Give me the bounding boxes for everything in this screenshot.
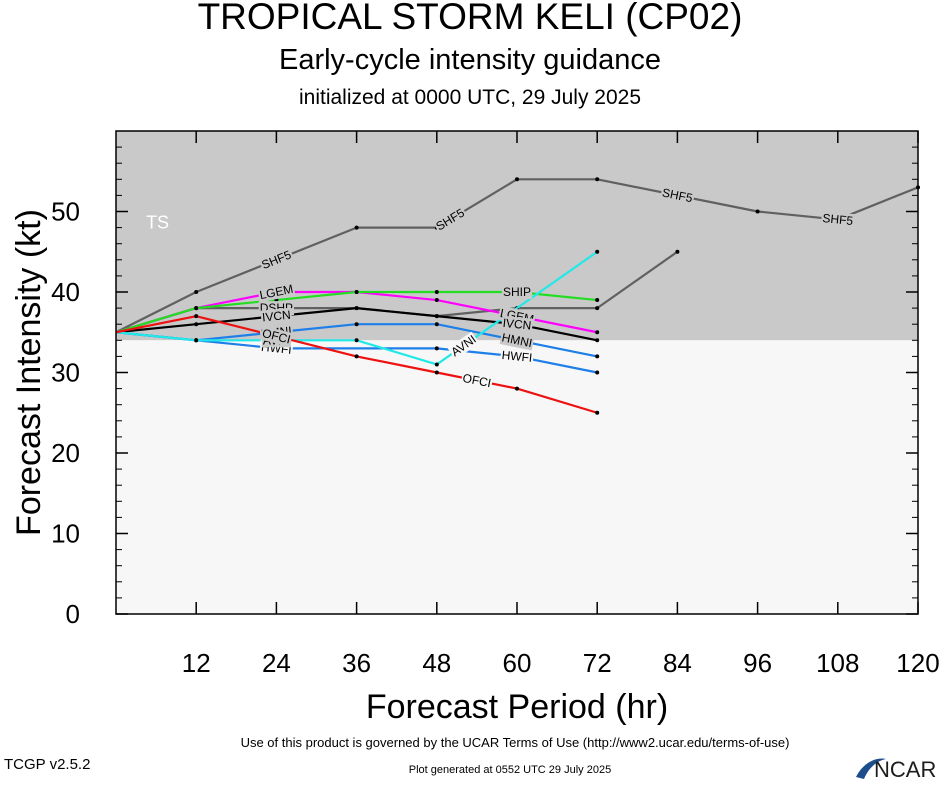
- y-axis-title: Forecast Intensity (kt): [10, 209, 48, 536]
- series-label-hmni: HMNI: [501, 330, 534, 350]
- data-point-hwfi: [595, 370, 600, 375]
- series-label-background: [500, 347, 534, 365]
- x-tick-label: 96: [743, 648, 772, 678]
- series-label-ship: SHIP: [503, 285, 531, 299]
- data-point-avni: [434, 362, 439, 367]
- chart-title: TROPICAL STORM KELI (CP02): [197, 0, 743, 37]
- x-tick-label: 120: [896, 648, 939, 678]
- data-point-avni: [354, 338, 359, 343]
- x-tick-label: 12: [182, 648, 211, 678]
- intensity-band-below-ts: [116, 340, 918, 614]
- data-point-shf5: [515, 177, 519, 182]
- series-label-ivcn: IVCN: [261, 308, 291, 325]
- y-tick-label: 20: [51, 438, 80, 468]
- y-tick-label: 40: [51, 277, 80, 307]
- series-label-background: [432, 204, 469, 234]
- data-point-hmni: [595, 354, 600, 359]
- x-tick-label: 84: [663, 648, 692, 678]
- series-label-background: [499, 330, 535, 351]
- data-point-ofci: [434, 370, 439, 375]
- data-point-lgem: [595, 330, 600, 335]
- series-label-shf5: SHF5: [661, 186, 694, 206]
- series-label-background: [501, 315, 533, 333]
- data-point-ivcn: [354, 306, 359, 311]
- data-point-shf5: [354, 225, 359, 230]
- tool-version: TCGP v2.5.2: [4, 756, 91, 773]
- generated-timestamp: Plot generated at 0552 UTC 29 July 2025: [408, 764, 612, 776]
- x-tick-label: 24: [262, 648, 291, 678]
- x-tick-label: 60: [503, 648, 532, 678]
- series-label-hwfi: HWFI: [501, 348, 533, 365]
- series-label-background: [460, 370, 494, 391]
- series-label-background: [820, 210, 856, 229]
- series-label-ofci: OFCI: [261, 326, 292, 347]
- series-label-ivcn: IVCN: [502, 316, 532, 333]
- data-point-hmni: [354, 322, 359, 327]
- y-tick-label: 30: [51, 358, 80, 388]
- data-point-ivcn: [595, 338, 600, 343]
- data-point-dshp: [675, 249, 680, 254]
- series-label-background: [260, 307, 293, 325]
- data-point-dshp: [595, 306, 600, 311]
- data-point-ship: [194, 306, 199, 311]
- x-tick-label: 48: [422, 648, 451, 678]
- ncar-wordmark: NCAR: [874, 757, 936, 781]
- data-point-hmni: [434, 322, 439, 327]
- series-label-background: [447, 331, 480, 360]
- series-label-shf5: SHF5: [822, 211, 854, 228]
- initialization-time: initialized at 0000 UTC, 29 July 2025: [298, 86, 642, 109]
- y-tick-label: 50: [51, 197, 80, 227]
- data-point-ship: [434, 290, 439, 294]
- x-tick-label: 36: [342, 648, 371, 678]
- series-line-ofci: [115, 315, 598, 414]
- data-point-avni: [595, 249, 600, 254]
- data-point-avni: [194, 338, 199, 343]
- data-point-shf5: [194, 290, 199, 294]
- chart-subtitle: Early-cycle intensity guidance: [278, 44, 661, 76]
- series-label-background: [501, 285, 533, 299]
- data-point-ship: [354, 290, 359, 294]
- data-point-ship: [595, 298, 600, 303]
- data-point-lgem: [434, 298, 439, 303]
- series-label-background: [257, 281, 296, 303]
- data-point-shf5: [595, 177, 600, 182]
- ncar-logo: NCAR: [852, 755, 940, 782]
- x-axis-title: Forecast Period (hr): [366, 688, 668, 726]
- band-label: TS: [146, 213, 169, 233]
- y-tick-label: 10: [51, 519, 80, 549]
- intensity-band-ts: [116, 131, 918, 341]
- series-label-background: [258, 247, 295, 273]
- series-label-background: [659, 185, 696, 206]
- ncar-swoosh-icon: NCAR: [856, 757, 936, 782]
- data-point-ofci: [354, 354, 359, 359]
- series-label-lgem: LGEM: [258, 282, 294, 302]
- series-label-background: [259, 325, 293, 347]
- data-point-ofci: [595, 410, 600, 415]
- data-point-shf5: [755, 209, 760, 214]
- data-point-ivcn: [434, 314, 439, 319]
- data-point-hwfi: [434, 346, 439, 351]
- data-point-ivcn: [194, 322, 199, 327]
- x-tick-label: 72: [583, 648, 612, 678]
- series-label-ofci: OFCI: [461, 371, 492, 390]
- y-tick-label: 0: [66, 599, 80, 629]
- x-tick-label: 108: [816, 648, 859, 678]
- terms-of-use-notice: Use of this product is governed by the U…: [240, 735, 790, 750]
- data-point-ofci: [194, 314, 199, 319]
- data-point-ofci: [515, 386, 519, 391]
